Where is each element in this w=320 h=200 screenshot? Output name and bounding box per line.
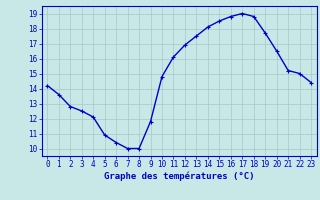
X-axis label: Graphe des températures (°C): Graphe des températures (°C) (104, 172, 254, 181)
